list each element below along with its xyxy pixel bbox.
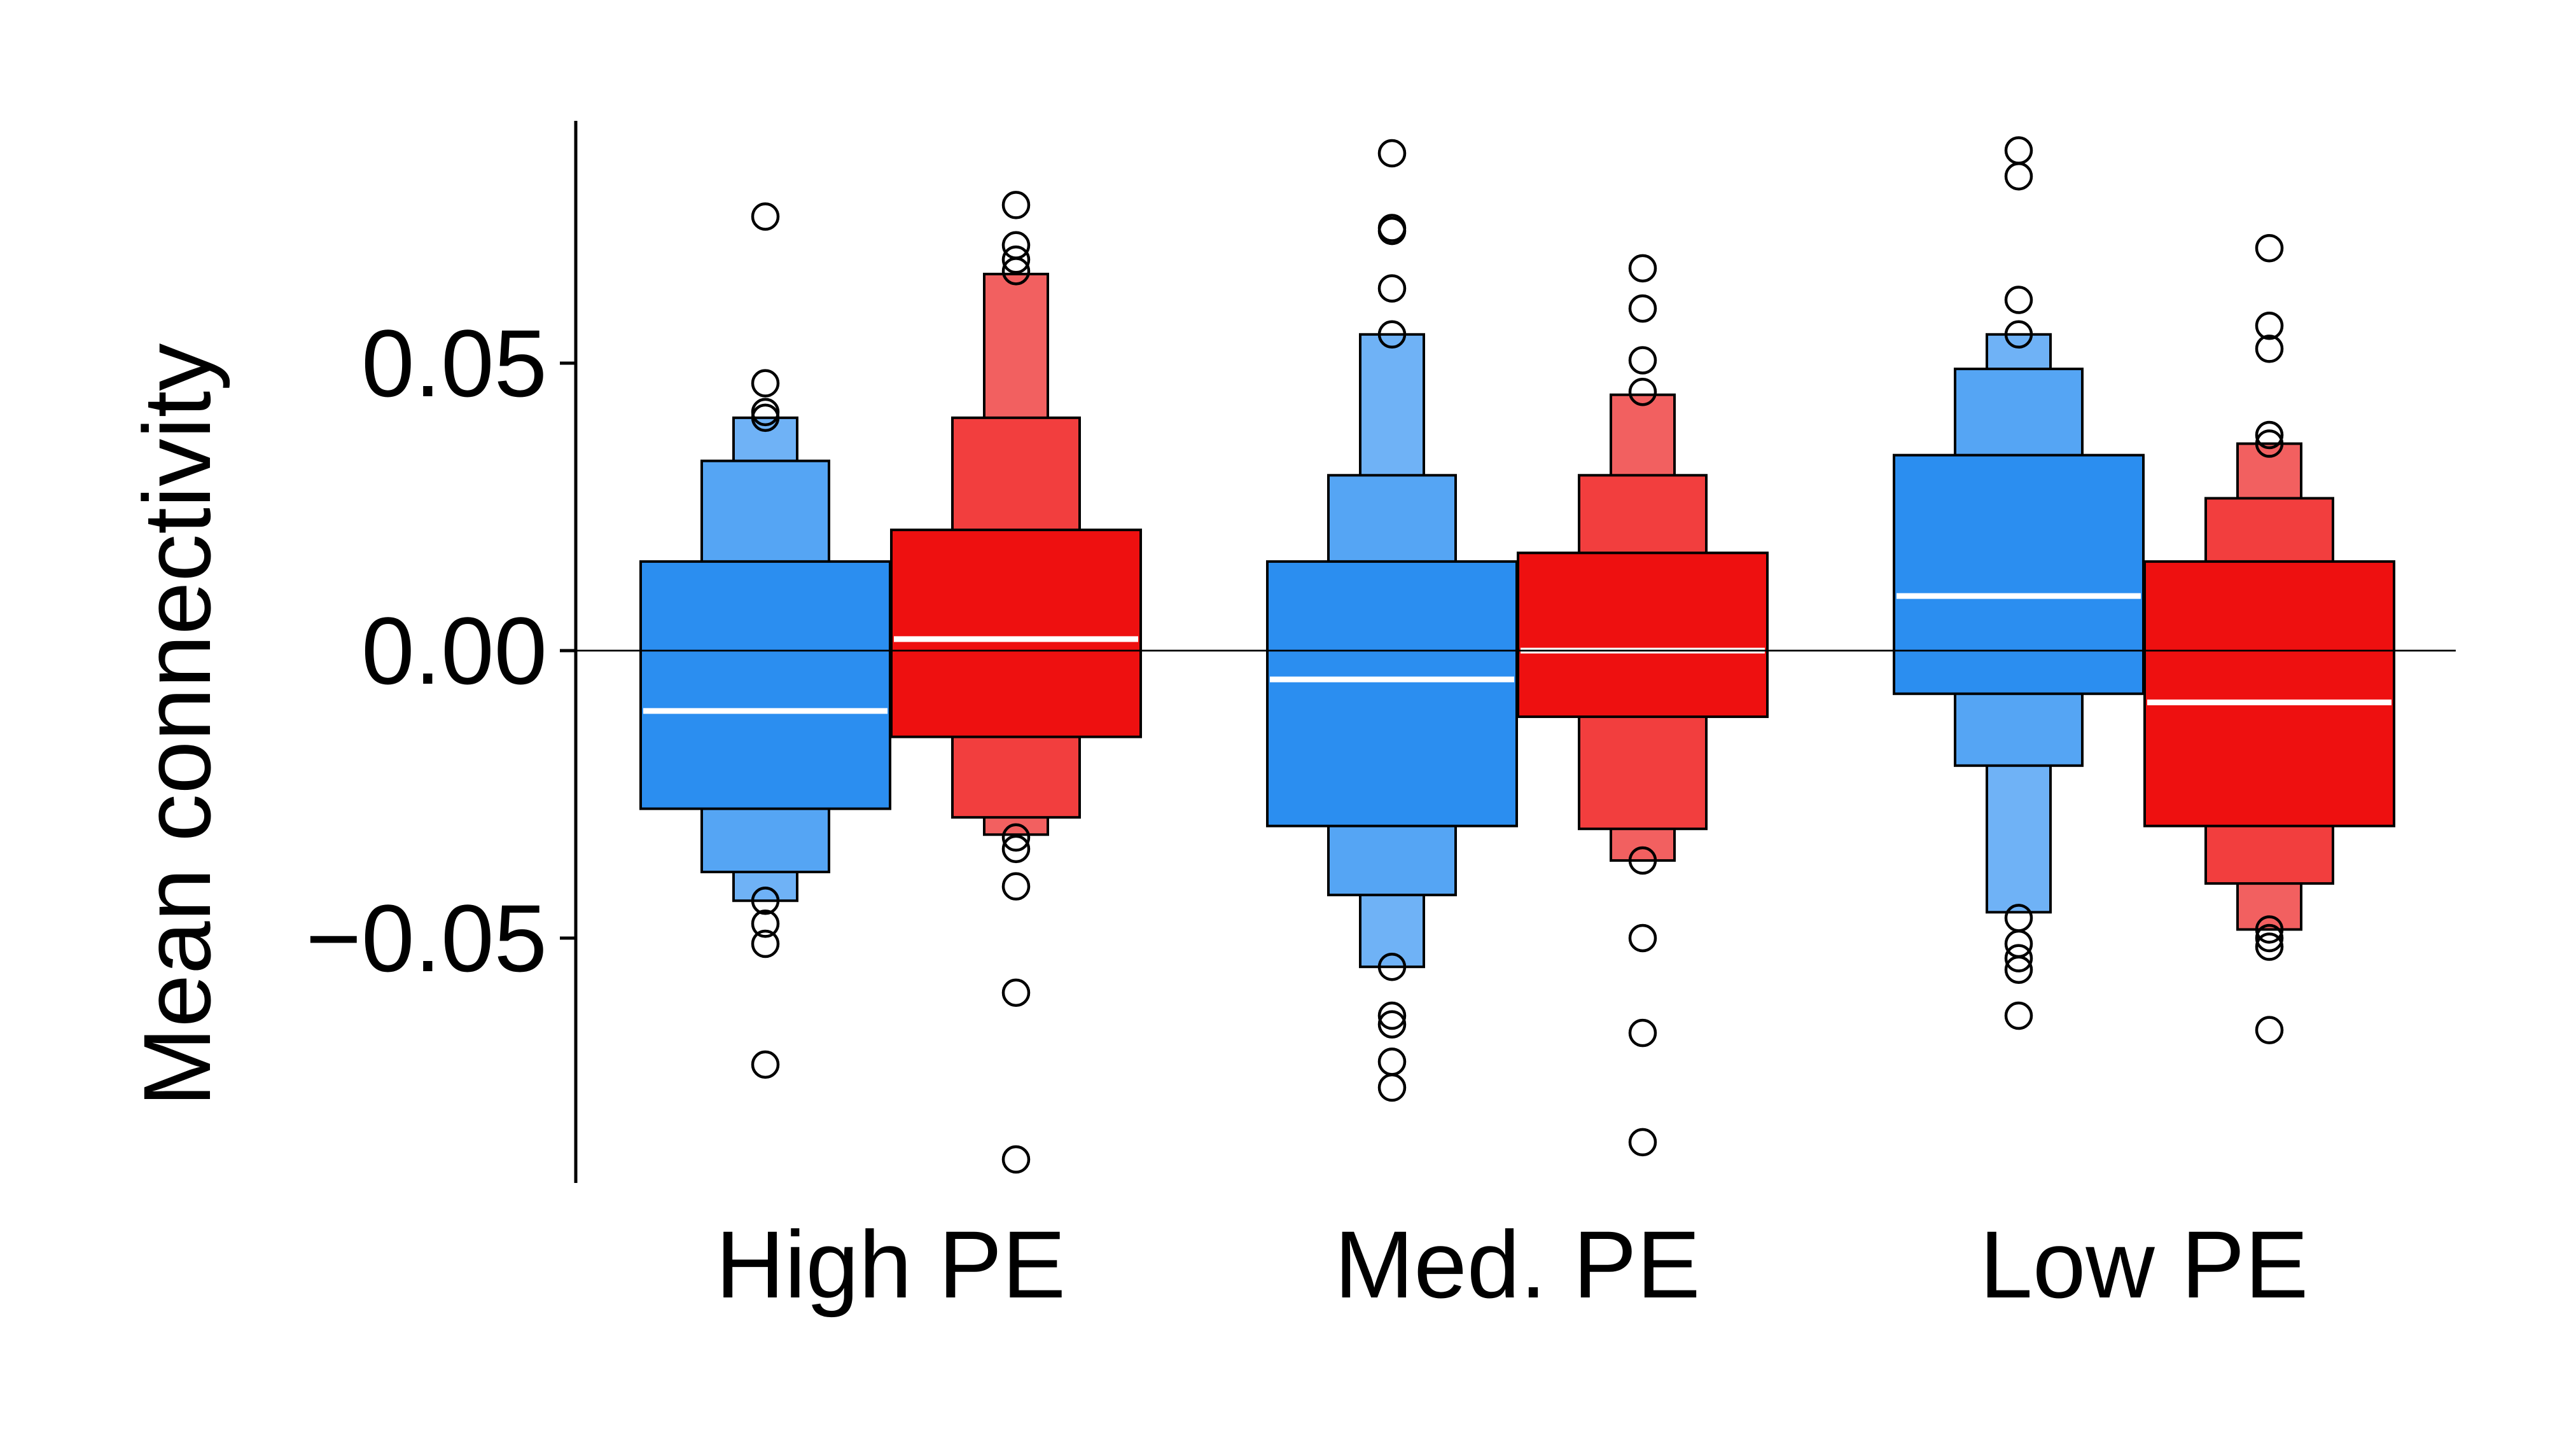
outlier-point [2255,915,2284,944]
blue-box-level-1 [1266,560,1518,827]
outlier-point [2004,929,2033,958]
outlier-point [2255,429,2284,458]
outlier-point [1001,231,1031,259]
outlier-point [751,886,780,915]
outlier-point [751,929,780,958]
red-box-level-1 [890,529,1142,738]
outlier-point [2004,320,2033,349]
blue-box-level-1 [639,560,891,810]
outlier-point [1001,978,1031,1007]
x-category-label: Med. PE [1334,1211,1700,1318]
outlier-point [1628,346,1657,375]
outlier-point [2004,286,2033,314]
outlier-point [751,369,780,398]
outlier-point [2004,944,2033,972]
outlier-point [1628,1128,1657,1157]
outliers-layer [751,136,2284,1174]
outlier-point [1628,846,1657,875]
outlier-point [1001,872,1031,901]
outlier-point [751,1050,780,1079]
outlier-point [1628,1018,1657,1047]
y-tick-label: 0.00 [361,597,547,704]
outlier-point [1001,823,1031,852]
red-box-level-1 [1517,551,1769,718]
blue-box-level-1 [1893,453,2145,695]
outlier-point [2255,1016,2284,1044]
outlier-point [1377,1047,1407,1076]
outlier-point [1001,191,1031,219]
outlier-point [2255,311,2284,340]
x-category-label: High PE [716,1211,1066,1318]
outlier-point [1377,320,1407,349]
outlier-point [1001,834,1031,864]
outlier-point [1377,216,1407,245]
x-category-labels: High PE Med. PE Low PE [716,1211,2309,1318]
outlier-point [2255,335,2284,363]
red-box-level-1 [2143,560,2395,827]
outlier-point [1628,254,1657,283]
y-tick-label: 0.05 [361,310,547,417]
outlier-point [2004,136,2033,165]
outlier-point [2255,233,2284,263]
boxes-layer [639,272,2395,969]
outlier-point [2004,1001,2033,1030]
outlier-point [2004,955,2033,984]
outlier-point [1628,294,1657,323]
outlier-point [1628,923,1657,953]
y-axis-title: Mean connectivity [123,343,230,1107]
outlier-point [1377,1073,1407,1102]
outlier-point [2255,420,2284,450]
outlier-point [1628,377,1657,406]
outlier-point [751,403,780,432]
y-ticks: −0.05 0.00 0.05 [305,310,576,992]
outlier-point [751,202,780,231]
outlier-point [2004,162,2033,191]
x-category-label: Low PE [1980,1211,2309,1318]
outlier-point [1377,274,1407,303]
outlier-point [2255,923,2284,953]
outlier-point [2255,932,2284,961]
outlier-point [1001,245,1031,274]
outlier-point [1001,1145,1031,1174]
outlier-point [1001,257,1031,286]
outlier-point [1377,952,1407,981]
outlier-point [1377,139,1407,168]
outlier-point [751,909,780,938]
y-tick-label: −0.05 [305,885,547,992]
outlier-point [1377,1001,1407,1030]
outlier-point [1377,1010,1407,1039]
